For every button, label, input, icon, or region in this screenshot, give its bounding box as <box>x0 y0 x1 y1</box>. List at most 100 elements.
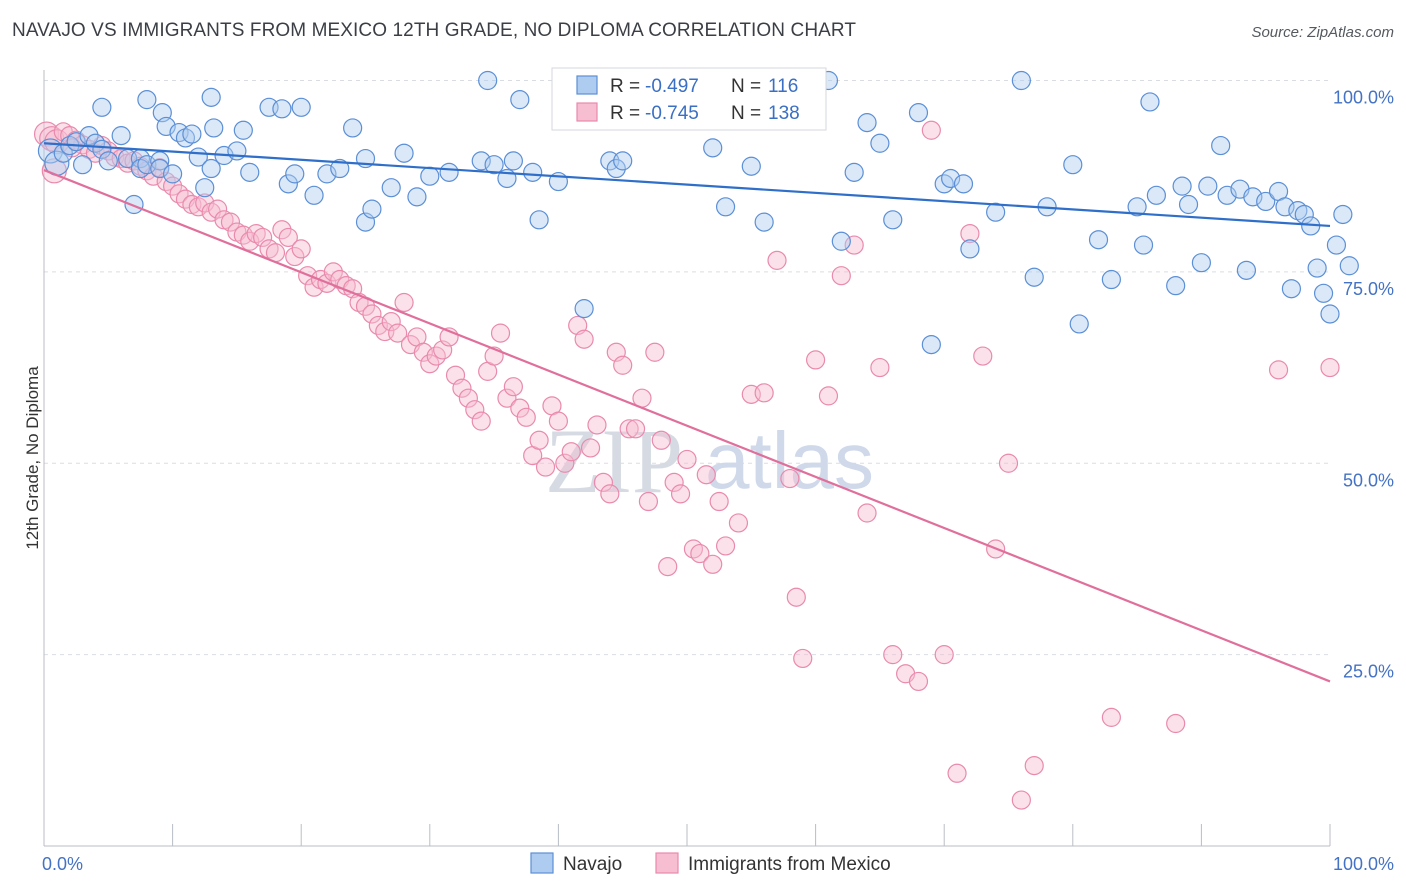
mexico-point-91 <box>619 419 639 439</box>
mexico-point-127 <box>973 346 993 366</box>
mexico-point-112 <box>786 587 806 607</box>
navajo-point-77 <box>934 174 954 194</box>
mexico-point-105 <box>709 491 729 512</box>
navajo-point-10 <box>92 97 112 117</box>
navajo-point-40 <box>304 185 324 205</box>
navajo-point-111 <box>1313 283 1334 303</box>
legend: R = -0.497 N = 116 R = -0.745 N = 138 <box>551 67 827 131</box>
mexico-point-86 <box>587 415 607 435</box>
navajo-point-64 <box>613 151 633 171</box>
navajo-point-89 <box>1127 197 1147 217</box>
mexico-point-118 <box>857 503 877 523</box>
navajo-point-43 <box>343 118 363 138</box>
mexico-point-109 <box>754 383 774 403</box>
navajo-point-41 <box>317 164 337 184</box>
trend-line-navajo <box>43 142 1331 228</box>
watermark: ZIP atlas <box>545 410 874 512</box>
navajo-point-91 <box>1140 92 1160 112</box>
mexico-point-95 <box>645 342 665 362</box>
navajo-point-63 <box>606 158 626 179</box>
chart-title: NAVAJO VS IMMIGRANTS FROM MEXICO 12TH GR… <box>12 20 857 41</box>
x-tick-label-right: 100.0% <box>1333 854 1394 874</box>
mexico-point-134 <box>1268 360 1289 380</box>
legend-swatch-mexico <box>576 102 598 122</box>
grid <box>44 80 1330 656</box>
trend-line-mexico <box>43 169 1331 683</box>
navajo-point-93 <box>1166 276 1186 296</box>
navajo-point-27 <box>195 178 215 198</box>
navajo-point-105 <box>1275 197 1295 217</box>
navajo-point-54 <box>484 155 504 175</box>
mexico-point-56 <box>394 292 414 313</box>
mexico-point-60 <box>420 354 440 374</box>
navajo-point-19 <box>150 158 170 179</box>
navajo-point-61 <box>574 299 594 319</box>
legend-r-label-navajo: R = <box>610 76 640 97</box>
source-label: Source: ZipAtlas.com <box>1251 24 1394 41</box>
legend-n-label-navajo: N = <box>731 76 761 97</box>
legend-r-value-navajo: -0.497 <box>645 76 699 97</box>
y-tick-labels: 100.0% 75.0% 50.0% 25.0% <box>1333 88 1394 682</box>
navajo-point-5 <box>72 155 93 175</box>
navajo-point-34 <box>240 162 260 182</box>
mexico-point-82 <box>561 442 581 462</box>
mexico-point-120 <box>883 645 903 665</box>
mexico-point-34 <box>253 227 273 248</box>
navajo-point-101 <box>1236 260 1257 280</box>
navajo-point-9 <box>98 151 118 171</box>
mexico-point-98 <box>664 472 684 492</box>
mexico-point-97 <box>658 556 678 577</box>
mexico-point-72 <box>497 388 517 408</box>
navajo-point-52 <box>471 151 491 171</box>
mexico-point-111 <box>780 468 800 489</box>
navajo-point-73 <box>870 133 890 153</box>
mexico-point-103 <box>696 465 716 485</box>
mexico-point-124 <box>934 645 954 665</box>
mexico-point-92 <box>625 419 646 439</box>
navajo-point-45 <box>362 199 382 219</box>
mexico-point-54 <box>381 312 401 332</box>
mexico-point-87 <box>593 472 614 492</box>
legend-r-value-mexico: -0.745 <box>645 103 699 124</box>
mexico-point-73 <box>503 377 523 397</box>
mexico-point-119 <box>870 357 890 378</box>
y-tick-label-2: 50.0% <box>1343 470 1394 490</box>
x-tick-label-left: 0.0% <box>42 854 83 874</box>
legend-n-label-mexico: N = <box>731 103 761 124</box>
mexico-point-110 <box>767 250 787 270</box>
navajo-point-70 <box>831 231 851 251</box>
mexico-point-32 <box>240 231 260 251</box>
navajo-point-32 <box>227 141 247 161</box>
mexico-point-75 <box>516 407 536 427</box>
navajo-point-66 <box>715 197 736 217</box>
navajo-point-76 <box>921 334 941 355</box>
navajo-point-67 <box>741 156 761 176</box>
navajo-point-88 <box>1101 269 1121 290</box>
navajo-point-95 <box>1178 194 1199 215</box>
navajo-point-92 <box>1146 185 1166 205</box>
navajo-point-37 <box>278 174 298 194</box>
mexico-point-117 <box>844 235 864 255</box>
mexico-point-131 <box>1024 756 1044 776</box>
navajo-point-57 <box>510 90 530 110</box>
bottom-legend-mexico: Immigrants from Mexico <box>688 854 891 875</box>
mexico-point-116 <box>831 266 851 286</box>
navajo-point-87 <box>1088 230 1109 250</box>
navajo-point-39 <box>291 97 311 117</box>
navajo-point-98 <box>1211 135 1231 156</box>
navajo-point-50 <box>420 166 440 186</box>
navajo-point-6 <box>79 126 99 146</box>
mexico-point-21 <box>169 184 189 204</box>
navajo-point-85 <box>1063 155 1083 175</box>
navajo-point-42 <box>330 158 350 179</box>
mexico-point-0 <box>33 121 60 147</box>
mexico-point-68 <box>471 411 491 431</box>
mexico-point-100 <box>677 449 697 470</box>
trend-lines <box>43 142 1331 683</box>
y-tick-label-3: 25.0% <box>1343 662 1394 682</box>
mexico-point-59 <box>413 342 433 362</box>
mexico-point-129 <box>998 453 1019 473</box>
navajo-point-51 <box>439 162 459 182</box>
mexico-point-37 <box>272 220 292 240</box>
mexico-point-40 <box>291 239 311 259</box>
